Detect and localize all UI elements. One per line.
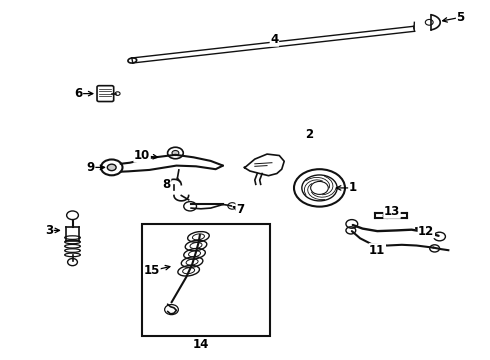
- Text: 2: 2: [305, 129, 313, 141]
- Text: 7: 7: [236, 203, 244, 216]
- Text: 10: 10: [134, 149, 150, 162]
- Text: 11: 11: [369, 244, 386, 257]
- Text: 14: 14: [193, 338, 209, 351]
- Text: 13: 13: [384, 205, 400, 218]
- Text: 6: 6: [74, 87, 82, 100]
- Text: 4: 4: [270, 33, 278, 46]
- Circle shape: [172, 150, 179, 156]
- Text: 12: 12: [418, 225, 435, 238]
- Bar: [142, 224, 270, 336]
- Text: 5: 5: [457, 11, 465, 24]
- Text: 1: 1: [349, 181, 357, 194]
- Text: 9: 9: [87, 161, 95, 174]
- Text: 3: 3: [45, 224, 53, 237]
- Circle shape: [107, 164, 116, 171]
- Text: 15: 15: [144, 264, 160, 277]
- Text: 8: 8: [163, 178, 171, 191]
